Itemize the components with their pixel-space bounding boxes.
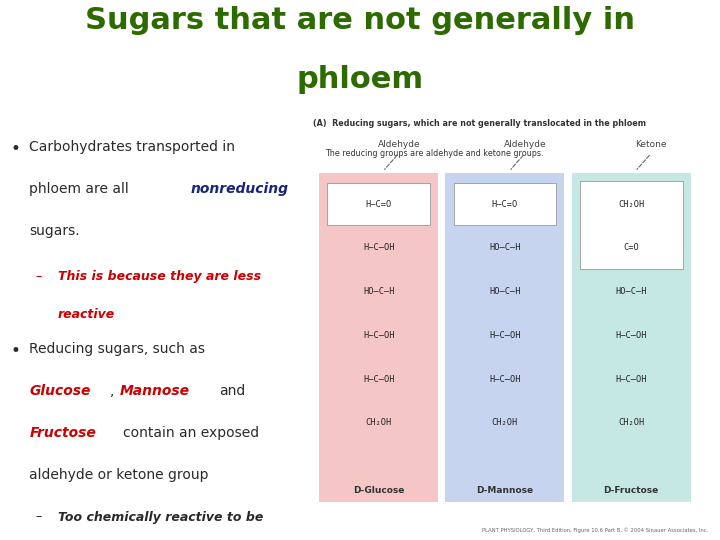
Text: D-Fructose: D-Fructose — [603, 487, 659, 496]
Text: Carbohydrates transported in: Carbohydrates transported in — [30, 140, 235, 154]
FancyBboxPatch shape — [454, 183, 557, 225]
Text: CH₂OH: CH₂OH — [492, 418, 518, 427]
Text: sugars.: sugars. — [30, 224, 80, 238]
Text: D-Mannose: D-Mannose — [477, 487, 534, 496]
Text: H–C–OH: H–C–OH — [363, 331, 395, 340]
Text: contain an exposed: contain an exposed — [123, 426, 259, 440]
Text: –: – — [36, 271, 42, 284]
FancyBboxPatch shape — [319, 173, 438, 502]
Text: Fructose: Fructose — [30, 426, 96, 440]
Text: (A)  Reducing sugars, which are not generally translocated in the phloem: (A) Reducing sugars, which are not gener… — [313, 119, 647, 128]
FancyBboxPatch shape — [572, 173, 690, 502]
Text: –: – — [36, 510, 42, 523]
Text: Aldehyde: Aldehyde — [377, 140, 420, 149]
Text: CH₂OH: CH₂OH — [618, 418, 644, 427]
Text: H–C=O: H–C=O — [366, 200, 392, 208]
Text: phloem are all: phloem are all — [30, 182, 133, 196]
Text: The reducing groups are aldehyde and ketone groups.: The reducing groups are aldehyde and ket… — [325, 149, 544, 158]
Text: H–C=O: H–C=O — [492, 200, 518, 208]
Text: H–C–OH: H–C–OH — [489, 331, 521, 340]
Text: H–C–OH: H–C–OH — [363, 244, 395, 252]
Text: HO–C–H: HO–C–H — [616, 287, 647, 296]
Text: H–C–OH: H–C–OH — [616, 375, 647, 383]
Text: C=O: C=O — [624, 244, 639, 252]
Text: Reducing sugars, such as: Reducing sugars, such as — [30, 342, 205, 356]
FancyBboxPatch shape — [328, 183, 430, 225]
Text: D-Glucose: D-Glucose — [353, 487, 405, 496]
Text: CH₂OH: CH₂OH — [618, 200, 644, 208]
Text: CH₂OH: CH₂OH — [366, 418, 392, 427]
Text: •: • — [10, 342, 20, 360]
Text: HO–C–H: HO–C–H — [489, 287, 521, 296]
Text: This is because they are less: This is because they are less — [58, 271, 261, 284]
FancyBboxPatch shape — [580, 181, 683, 268]
Text: HO–C–H: HO–C–H — [489, 244, 521, 252]
Text: Too chemically reactive to be: Too chemically reactive to be — [58, 510, 264, 523]
Text: reactive: reactive — [58, 308, 115, 321]
Text: phloem: phloem — [297, 65, 423, 94]
Text: Sugars that are not generally in: Sugars that are not generally in — [85, 6, 635, 35]
Text: aldehyde or ketone group: aldehyde or ketone group — [30, 468, 209, 482]
Text: Mannose: Mannose — [120, 384, 189, 398]
Text: and: and — [220, 384, 246, 398]
Text: HO–C–H: HO–C–H — [363, 287, 395, 296]
Text: Aldehyde: Aldehyde — [504, 140, 546, 149]
Text: ,: , — [110, 384, 114, 398]
Text: nonreducing: nonreducing — [191, 182, 289, 196]
Text: Glucose: Glucose — [30, 384, 91, 398]
Text: H–C–OH: H–C–OH — [489, 375, 521, 383]
FancyBboxPatch shape — [446, 173, 564, 502]
Text: H–C–OH: H–C–OH — [363, 375, 395, 383]
Text: •: • — [10, 140, 20, 158]
Text: PLANT PHYSIOLOGY, Third Edition, Figure 10.6 Part B, © 2004 Sinauer Associates, : PLANT PHYSIOLOGY, Third Edition, Figure … — [482, 528, 708, 534]
Text: Ketone: Ketone — [636, 140, 667, 149]
Text: H–C–OH: H–C–OH — [616, 331, 647, 340]
